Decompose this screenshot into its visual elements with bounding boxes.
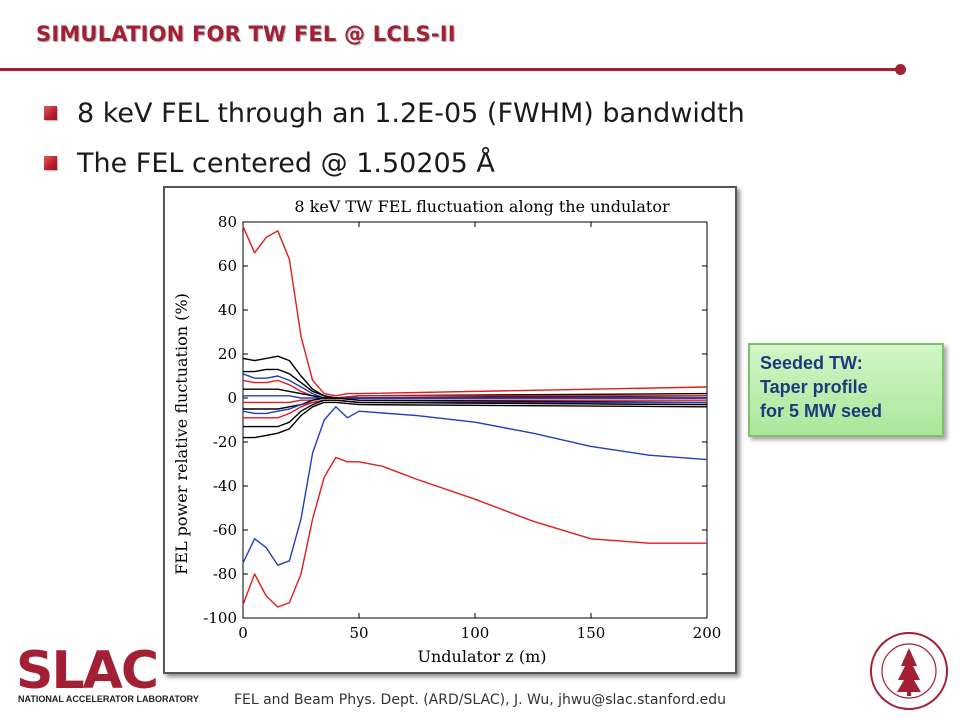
x-axis-label: Undulator z (m) <box>418 647 547 666</box>
y-tick-label: -60 <box>213 521 237 539</box>
series-line-15 <box>242 456 707 608</box>
title-divider <box>0 68 900 71</box>
x-tick-label: 100 <box>461 624 490 642</box>
x-tick-label: 0 <box>238 624 248 642</box>
slide-title: SIMULATION FOR TW FEL @ LCLS-II <box>36 22 456 46</box>
bullet-item: 8 keV FEL through an 1.2E-05 (FWHM) band… <box>44 88 745 138</box>
plot-area <box>242 221 708 619</box>
title-divider-dot <box>895 64 906 75</box>
y-tick-label: -80 <box>213 565 237 583</box>
bullet-text: 8 keV FEL through an 1.2E-05 (FWHM) band… <box>77 97 745 129</box>
callout-line: Seeded TW: <box>760 353 863 373</box>
footer-text: FEL and Beam Phys. Dept. (ARD/SLAC), J. … <box>233 692 727 708</box>
y-tick-label: -100 <box>203 609 237 627</box>
bullet-text: The FEL centered @ 1.50205 Å <box>77 147 495 179</box>
logo-wordmark: SLAC <box>16 642 157 701</box>
series-line-5 <box>242 379 707 399</box>
callout-line: for 5 MW seed <box>760 401 883 421</box>
bullet-marker-icon <box>44 106 57 120</box>
y-tick-label: 0 <box>227 389 237 407</box>
series-line-7 <box>243 395 707 399</box>
x-tick-label: 150 <box>577 624 606 642</box>
plot-figure: 8 keV TW FEL fluctuation along the undul… <box>163 186 737 674</box>
x-tick-label: 200 <box>693 624 722 642</box>
callout-box: Seeded TW: Taper profile for 5 MW seed <box>748 343 944 437</box>
x-tick-label: 50 <box>349 624 368 642</box>
y-axis-label: FEL power relative fluctuation (%) <box>172 293 191 575</box>
bullet-item: The FEL centered @ 1.50205 Å <box>44 138 745 188</box>
line-chart: 8 keV TW FEL fluctuation along the undul… <box>172 197 721 666</box>
callout-line: Taper profile <box>760 377 868 397</box>
series-line-14 <box>242 406 708 566</box>
chart-title: 8 keV TW FEL fluctuation along the undul… <box>294 197 670 216</box>
bullet-marker-icon <box>44 156 57 170</box>
y-tick-label: 20 <box>218 345 237 363</box>
y-tick-label: -20 <box>213 433 237 451</box>
y-tick-label: 80 <box>218 213 237 231</box>
y-tick-label: -40 <box>213 477 237 495</box>
plot-border <box>242 221 708 619</box>
bullet-list: 8 keV FEL through an 1.2E-05 (FWHM) band… <box>44 88 745 188</box>
series-line-12 <box>243 399 708 428</box>
y-tick-label: 40 <box>218 301 237 319</box>
series-line-13 <box>243 401 708 439</box>
stanford-seal-icon <box>870 632 948 710</box>
y-tick-label: 60 <box>218 257 237 275</box>
slac-logo: SLAC <box>16 642 159 701</box>
series-group <box>242 226 708 608</box>
logo-tagline: NATIONAL ACCELERATOR LABORATORY <box>18 694 199 704</box>
series-line-1 <box>242 226 708 397</box>
